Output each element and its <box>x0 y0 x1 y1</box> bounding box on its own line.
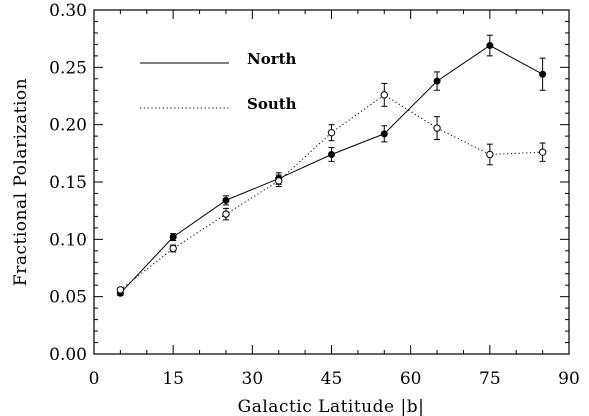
y-axis-title: Fractional Polarization <box>11 78 31 286</box>
data-point-south <box>380 91 388 99</box>
y-tick-label: 0.00 <box>49 345 87 365</box>
y-tick-label: 0.10 <box>49 230 87 250</box>
x-tick-label: 75 <box>479 369 501 389</box>
data-point-south <box>538 148 547 156</box>
legend-label-south: South <box>247 95 297 113</box>
y-tick-label: 0.05 <box>49 288 87 308</box>
data-point-south <box>433 124 441 132</box>
y-tick-label: 0.15 <box>49 173 87 193</box>
x-tick-label: 30 <box>242 369 264 389</box>
x-tick-label: 0 <box>89 369 100 389</box>
ticks <box>93 9 570 355</box>
data-point-north <box>328 150 335 158</box>
series-line-north <box>120 44 543 294</box>
x-tick-label: 60 <box>400 369 422 389</box>
x-tick-label: 90 <box>558 369 580 389</box>
data-point-north <box>486 42 494 50</box>
tick-labels: 0 15 30 45 60 75 90 0.00 0.05 0.10 0.15 0.20 0.25 0.3… <box>49 1 580 389</box>
data-point-south <box>116 286 125 294</box>
series-layer <box>116 34 547 297</box>
data-point-south <box>169 244 177 253</box>
data-point-north <box>169 233 177 241</box>
data-point-north <box>222 196 230 204</box>
y-tick-label: 0.30 <box>49 1 87 21</box>
legend: North South <box>140 50 297 113</box>
x-axis-title: Galactic Latitude |b| <box>238 397 425 416</box>
series-north <box>116 34 547 297</box>
y-tick-label: 0.25 <box>49 58 87 78</box>
data-point-north <box>433 77 441 85</box>
data-point-north <box>380 130 388 138</box>
data-point-north <box>539 70 547 78</box>
series-line-south <box>120 94 543 291</box>
x-tick-label: 45 <box>321 369 343 389</box>
plot-area: North South <box>93 9 570 355</box>
legend-label-north: North <box>247 50 297 68</box>
series-south <box>116 82 547 294</box>
x-tick-label: 15 <box>162 369 184 389</box>
data-point-south <box>222 210 230 218</box>
y-tick-label: 0.20 <box>49 116 87 136</box>
data-point-south <box>275 177 283 185</box>
data-point-south <box>327 128 336 137</box>
plot-frame <box>93 9 570 355</box>
data-point-south <box>486 150 494 159</box>
